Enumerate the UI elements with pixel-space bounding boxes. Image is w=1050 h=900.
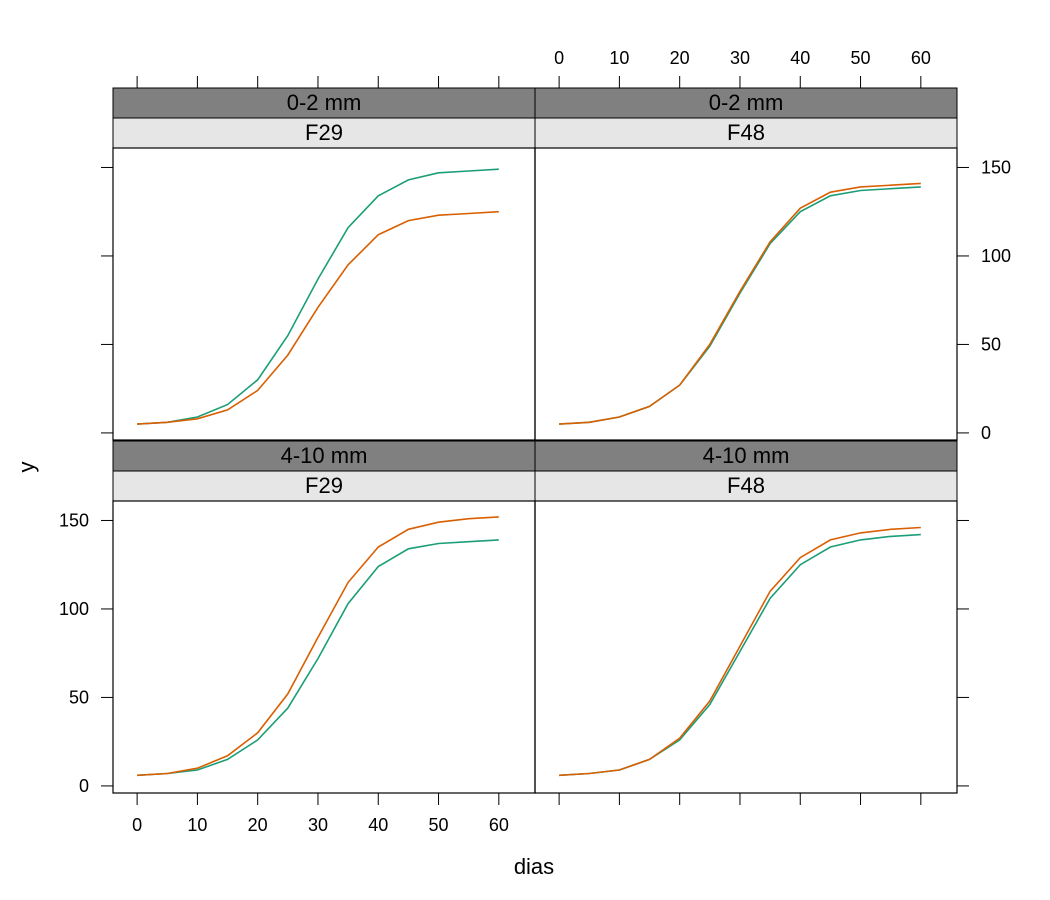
- x-tick-label: 10: [187, 815, 207, 835]
- x-tick-label: 60: [911, 48, 931, 68]
- y-tick-label: 100: [59, 599, 89, 619]
- ticks-layer: 0 10 20 30 40 50 60 0 10 20 30 40 50 60 0 50 100 150 0 50 10…: [59, 48, 1011, 835]
- x-tick-label: 0: [132, 815, 142, 835]
- panel-frame: [112, 147, 536, 441]
- strip-outer-label: 4-10 mm: [281, 443, 368, 468]
- strip-outer-label: 4-10 mm: [703, 443, 790, 468]
- strip-outer: [112, 87, 536, 119]
- x-tick-label: 30: [730, 48, 750, 68]
- strip-inner-label: F29: [305, 120, 343, 145]
- x-tick-label: 40: [368, 815, 388, 835]
- y-axis-title: y: [14, 462, 39, 473]
- x-tick-label: 10: [609, 48, 629, 68]
- strip-inner: [534, 470, 958, 502]
- panel-frame: [534, 147, 958, 441]
- series-line-2: [559, 182, 921, 425]
- strip-inner-label: F48: [727, 473, 765, 498]
- strip-outer-label: 0-2 mm: [709, 90, 784, 115]
- y-tick-label: 150: [981, 157, 1011, 177]
- y-tick-label: 100: [981, 246, 1011, 266]
- y-tick-label: 0: [981, 423, 991, 443]
- lines-layer: [137, 168, 921, 777]
- strip-inner-label: F48: [727, 120, 765, 145]
- strips-layer: 0-2 mm F29 0-2 mm F48 4-10 mm F29 4-10 mm F48: [112, 87, 958, 502]
- strip-inner-label: F29: [305, 473, 343, 498]
- x-tick-label: 60: [489, 815, 509, 835]
- x-tick-label: 50: [429, 815, 449, 835]
- y-tick-label: 50: [981, 334, 1001, 354]
- y-tick-label: 50: [69, 687, 89, 707]
- series-line-1: [137, 168, 499, 425]
- x-tick-label: 50: [851, 48, 871, 68]
- series-line-2: [137, 210, 499, 425]
- series-line-2: [137, 516, 499, 777]
- series-line-1: [559, 186, 921, 425]
- series-line-2: [559, 526, 921, 777]
- strip-outer-label: 0-2 mm: [287, 90, 362, 115]
- panel-frame: [534, 500, 958, 794]
- x-tick-label: 20: [670, 48, 690, 68]
- x-tick-label: 20: [248, 815, 268, 835]
- strip-outer: [534, 87, 958, 119]
- frames-layer: [112, 147, 958, 794]
- x-tick-label: 30: [308, 815, 328, 835]
- x-tick-label: 0: [554, 48, 564, 68]
- x-axis-title: dias: [514, 854, 554, 879]
- y-tick-label: 150: [59, 510, 89, 530]
- strip-inner: [112, 117, 536, 149]
- x-tick-label: 40: [790, 48, 810, 68]
- strip-outer: [534, 440, 958, 472]
- series-line-1: [559, 533, 921, 777]
- series-line-1: [137, 539, 499, 777]
- y-tick-label: 0: [79, 776, 89, 796]
